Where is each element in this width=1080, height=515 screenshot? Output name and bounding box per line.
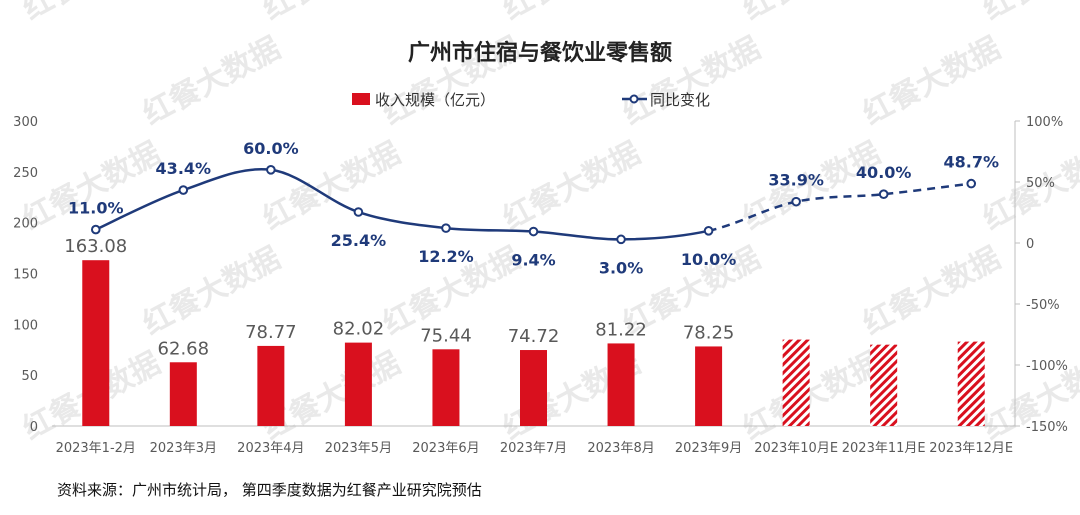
legend-line-label: 同比变化 [650, 91, 710, 109]
line-data-label: 25.4% [331, 231, 387, 250]
bar-series [82, 260, 985, 426]
line-point [353, 207, 364, 217]
left-tick-label: 0 [30, 420, 38, 435]
line-point [878, 189, 889, 199]
line-actual [95, 167, 709, 241]
bar [520, 350, 547, 426]
left-tick-label: 150 [13, 268, 38, 283]
left-tick-label: 200 [13, 217, 38, 232]
left-tick-label: 300 [13, 115, 38, 130]
watermark-text: 红餐大数据 [17, 0, 166, 27]
watermark-text: 红餐大数据 [137, 31, 286, 132]
line-data-label: 40.0% [856, 163, 912, 182]
bar [82, 260, 110, 426]
chart-title: 广州市住宿与餐饮业零售额 [408, 40, 672, 66]
x-tick-label: 2023年4月 [237, 441, 304, 456]
bar-data-label: 75.44 [420, 325, 472, 346]
line-data-label: 11.0% [68, 199, 124, 218]
line-point [703, 226, 714, 236]
line-data-label: 33.9% [768, 171, 824, 190]
left-tick-label: 250 [13, 166, 38, 181]
bar-labels: 163.08 62.68 78.77 82.02 75.44 74.72 81.22 78.2… [64, 236, 734, 359]
x-tick-label: 2023年9月 [675, 441, 742, 456]
bar-data-label: 81.22 [595, 319, 647, 340]
bar-estimated [957, 341, 985, 426]
line-point [966, 178, 977, 189]
watermark-text: 红餐大数据 [737, 346, 886, 447]
bar-data-label: 78.25 [683, 322, 735, 343]
line-point [90, 224, 101, 235]
left-tick-label: 100 [13, 318, 38, 333]
right-axis: -150% -100% -50% 0 50% 100% [1015, 115, 1068, 435]
bar-data-label: 78.77 [245, 322, 297, 343]
bar-data-label: 74.72 [508, 326, 560, 347]
watermark-text: 红餐大数据 [977, 0, 1080, 27]
x-axis: 2023年1-2月 2023年3月 2023年4月 2023年5月 2023年6月 202… [56, 441, 1014, 456]
watermark-text: 红餐大数据 [17, 136, 166, 237]
x-tick-label: 2023年5月 [325, 441, 392, 456]
line-data-label: 10.0% [681, 250, 737, 269]
right-tick-label: 50% [1026, 176, 1055, 191]
watermark-text: 红餐大数据 [857, 31, 1006, 132]
watermark-text: 红餐大数据 [497, 0, 646, 27]
line-data-label: 43.4% [156, 159, 212, 178]
left-axis: 0 50 100 150 200 250 300 [13, 115, 38, 435]
bar [257, 345, 285, 426]
line-point [266, 165, 276, 175]
bar-estimated [870, 344, 898, 426]
legend: 收入规模（亿元） 同比变化 [352, 91, 710, 109]
line-data-label: 60.0% [243, 139, 299, 158]
line-estimated [708, 182, 972, 233]
line-data-label: 9.4% [511, 251, 555, 270]
bar [169, 362, 197, 426]
legend-line-marker [629, 94, 639, 104]
line-point [441, 223, 451, 233]
bar [344, 342, 372, 426]
bar-data-label: 62.68 [158, 338, 210, 359]
right-tick-label: -50% [1026, 298, 1060, 313]
x-tick-label: 2023年11月E [842, 441, 926, 456]
line-data-label: 48.7% [943, 153, 999, 172]
bar-data-label: 163.08 [64, 236, 127, 257]
source-note: 资料来源：广州市统计局， 第四季度数据为红餐产业研究院预估 [57, 481, 482, 499]
bar [695, 346, 723, 426]
right-tick-label: 100% [1026, 115, 1063, 130]
legend-bar-label: 收入规模（亿元） [375, 91, 495, 109]
x-tick-label: 2023年12月E [929, 441, 1013, 456]
line-series [90, 165, 977, 245]
line-data-label: 12.2% [418, 247, 474, 266]
watermark-text: 红餐大数据 [257, 0, 406, 27]
x-tick-label: 2023年8月 [587, 441, 654, 456]
bar-estimated [782, 339, 810, 426]
line-point [791, 196, 801, 207]
x-tick-label: 2023年6月 [412, 441, 479, 456]
watermark-text: 红餐大数据 [857, 241, 1006, 342]
line-data-label: 3.0% [599, 258, 643, 277]
watermark-text: 红餐大数据 [497, 136, 646, 237]
left-tick-label: 50 [21, 369, 38, 384]
right-tick-label: -150% [1026, 420, 1068, 435]
legend-bar-swatch [352, 93, 370, 105]
line-point [528, 226, 539, 237]
bar [607, 343, 635, 426]
line-labels: 11.0% 43.4% 60.0% 25.4% 12.2% 9.4% 3.0% 10.0% 33… [68, 139, 999, 278]
right-tick-label: 0 [1026, 237, 1034, 252]
bar [432, 349, 460, 426]
x-tick-label: 2023年7月 [500, 441, 567, 456]
x-tick-label: 2023年3月 [150, 441, 217, 456]
x-tick-label: 2023年10月E [754, 441, 838, 456]
x-tick-label: 2023年1-2月 [56, 441, 136, 456]
right-tick-label: -100% [1026, 359, 1068, 374]
watermark-text: 红餐大数据 [737, 0, 886, 27]
line-point [616, 234, 626, 245]
line-point [178, 185, 189, 195]
bar-data-label: 82.02 [333, 319, 385, 340]
